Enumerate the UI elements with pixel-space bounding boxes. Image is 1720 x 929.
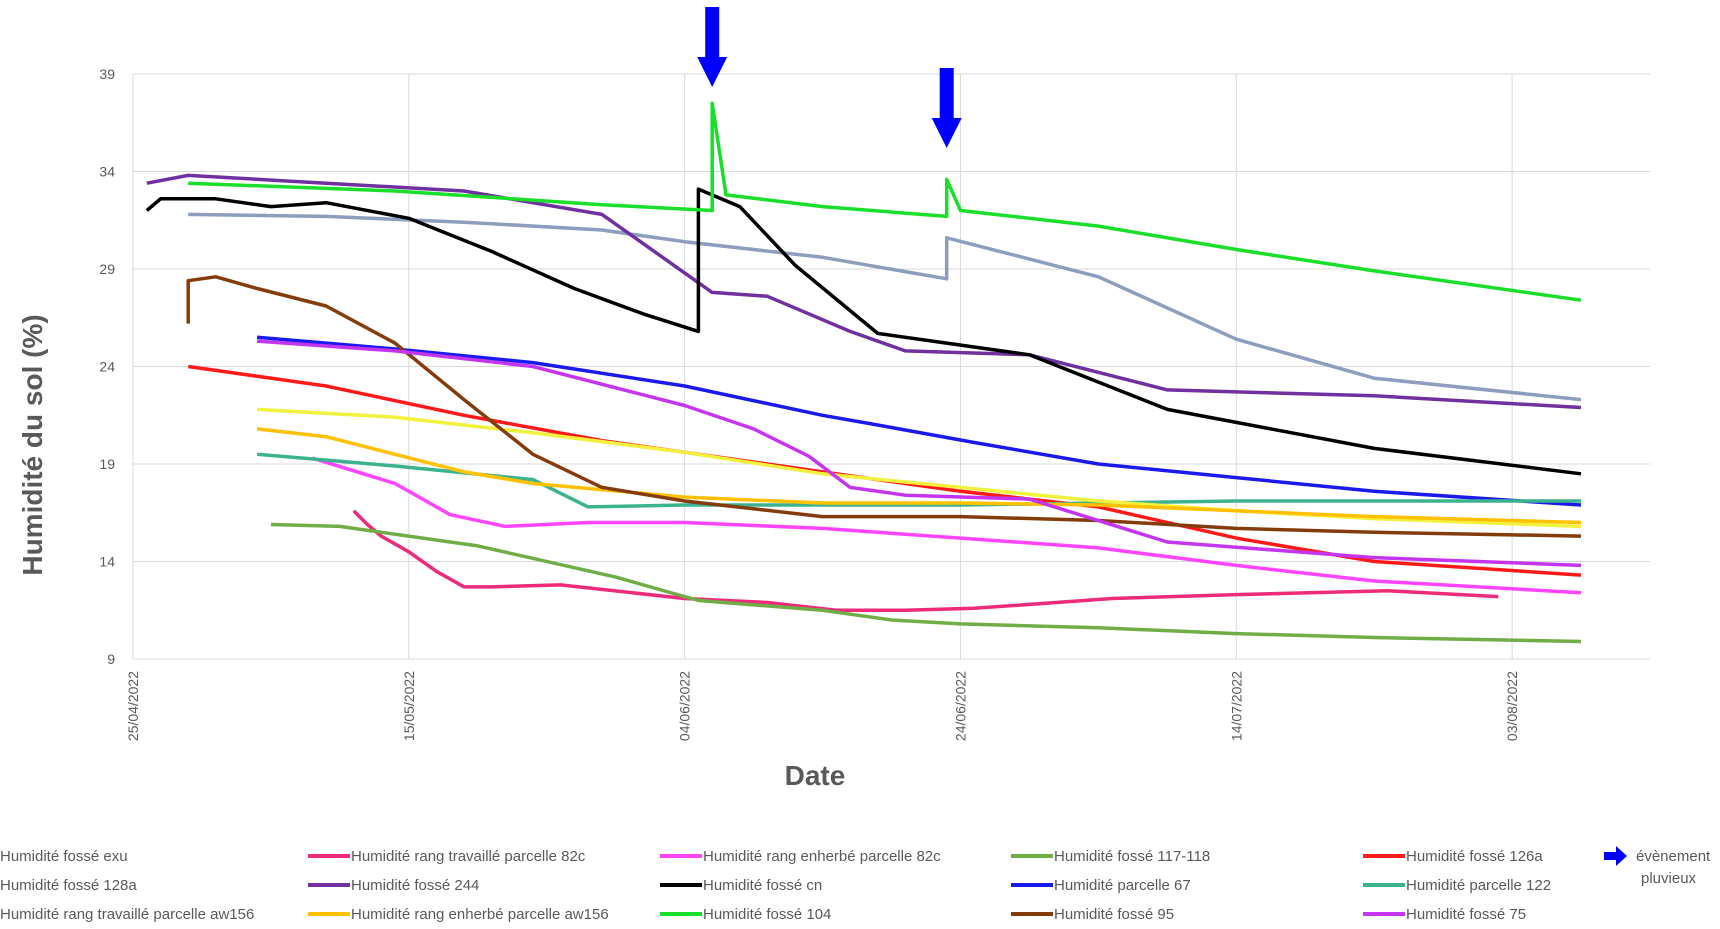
rain-event-arrow — [697, 7, 728, 87]
legend-label: Humidité rang enherbé parcelle aw156 — [351, 906, 609, 923]
y-axis-title: Humidité du sol (%) — [17, 314, 48, 575]
x-tick-label: 25/04/2022 — [125, 671, 141, 741]
series-line — [146, 173, 1582, 410]
series-line — [256, 339, 1582, 568]
x-tick-label: 24/06/2022 — [952, 671, 968, 741]
legend-label: Humidité fossé 244 — [351, 877, 479, 894]
y-axis-ticks: 9 14 19 24 29 34 39 — [99, 66, 115, 667]
legend-label: Humidité parcelle 67 — [1054, 877, 1191, 894]
series-line — [311, 456, 1582, 595]
series-line — [188, 101, 1582, 302]
series-line — [256, 452, 1581, 509]
series-line — [187, 364, 1582, 577]
series-line — [186, 275, 1582, 538]
x-axis-ticks: 25/04/2022 15/05/2022 04/06/2022 24/06/2022… — [125, 671, 1520, 741]
x-axis-title: Date — [785, 760, 846, 791]
x-tick-label: 15/05/2022 — [401, 671, 417, 741]
legend-label: Humidité fossé 75 — [1406, 906, 1526, 923]
x-tick-label: 04/06/2022 — [677, 671, 693, 741]
x-tick-label: 03/08/2022 — [1504, 671, 1520, 741]
legend-label: Humidité rang enherbé parcelle 82c — [703, 848, 941, 865]
y-tick-label: 24 — [99, 359, 115, 375]
y-tick-label: 19 — [99, 456, 115, 472]
series-line — [188, 212, 1582, 402]
y-tick-label: 14 — [99, 554, 115, 570]
rain-event-arrows — [697, 7, 962, 148]
legend-label: Humidité fossé 95 — [1054, 906, 1174, 923]
y-tick-label: 9 — [107, 651, 115, 667]
legend: Humidité fossé exu Humidité rang travaill… — [0, 846, 1711, 923]
series-line — [256, 335, 1582, 507]
legend-label: Humidité rang travaillé parcelle 82c — [351, 848, 586, 865]
series-line — [256, 427, 1582, 525]
legend-event-label: évènement pluvieux — [1636, 848, 1711, 887]
series-line — [270, 522, 1582, 644]
legend-label: Humidité rang travaillé parcelle aw156 — [0, 906, 254, 923]
series-line — [352, 509, 1499, 613]
gridlines — [132, 73, 1650, 660]
legend-label: Humidité fossé cn — [703, 877, 822, 894]
legend-label: Humidité parcelle 122 — [1406, 877, 1551, 894]
legend-label: Humidité fossé 104 — [703, 906, 831, 923]
y-tick-label: 29 — [99, 261, 115, 277]
legend-label: Humidité fossé 128a — [0, 877, 137, 894]
series-line — [145, 187, 1582, 476]
legend-event-arrow — [1604, 846, 1627, 866]
legend-label: Humidité fossé 126a — [1406, 848, 1543, 865]
legend-label: Humidité fossé exu — [0, 848, 128, 865]
series-lines — [145, 101, 1582, 644]
y-tick-label: 39 — [99, 66, 115, 82]
rain-event-arrow — [931, 68, 962, 148]
legend-label: Humidité fossé 117-118 — [1054, 848, 1210, 865]
x-tick-label: 14/07/2022 — [1228, 671, 1244, 741]
y-tick-label: 34 — [99, 164, 115, 180]
